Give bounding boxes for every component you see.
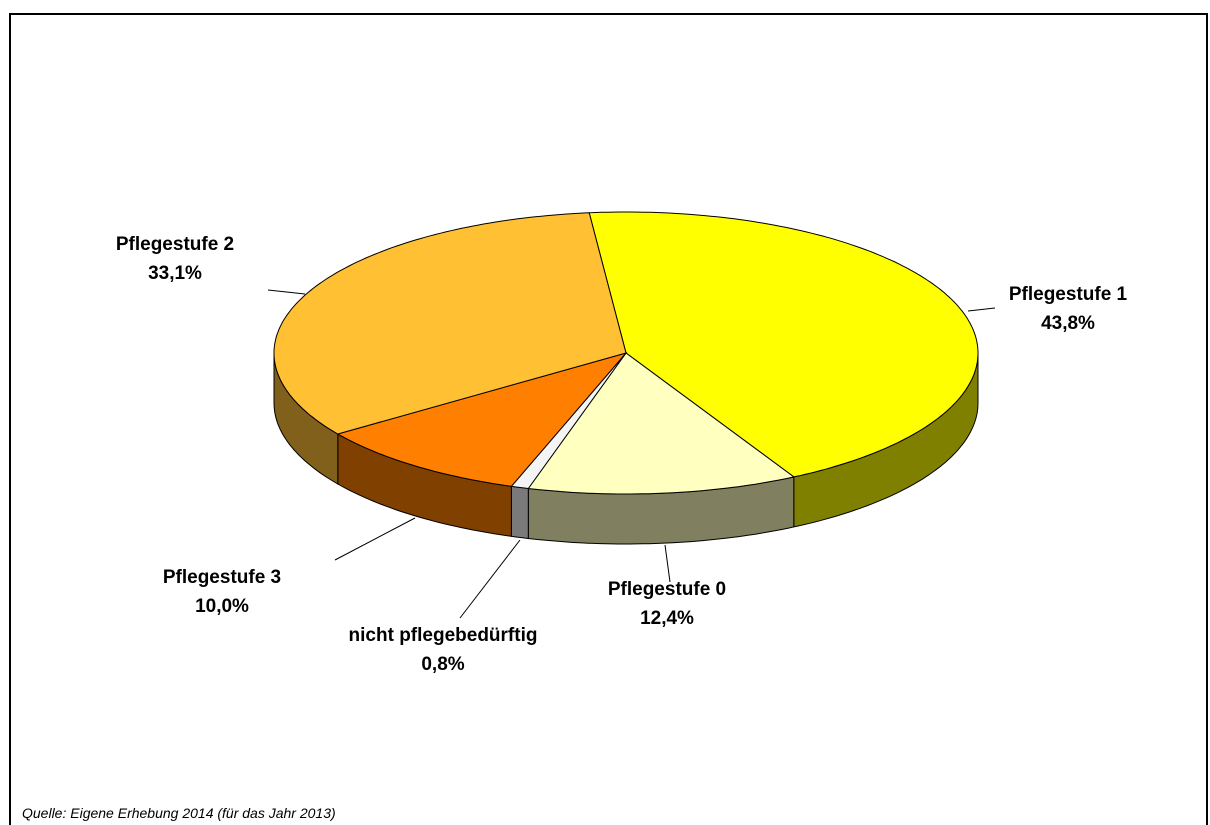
slice-value: 43,8% — [1041, 313, 1095, 334]
slice-label: Pflegestufe 1 — [1009, 284, 1128, 305]
pie-side — [510, 485, 529, 540]
leader-line — [459, 539, 521, 619]
leader-line — [664, 544, 671, 583]
leader-line — [334, 517, 416, 561]
slice-value: 0,8% — [421, 654, 464, 675]
leader-line — [267, 289, 306, 295]
slice-label: Pflegestufe 0 — [608, 579, 726, 600]
slice-value: 12,4% — [640, 608, 694, 629]
source: Quelle: Eigene Erhebung 2014 (für das Ja… — [22, 805, 336, 821]
leader-line — [967, 307, 996, 312]
pie-slice — [273, 212, 627, 435]
pie-slice — [527, 352, 795, 495]
slice-value: 10,0% — [195, 596, 249, 617]
pie-slice — [336, 352, 628, 487]
slice-label: nicht pflegebedürftig — [349, 625, 538, 646]
slice-label: Pflegestufe 3 — [163, 567, 281, 588]
pie-slice — [588, 211, 979, 478]
slice-label: Pflegestufe 2 — [116, 234, 234, 255]
slice-value: 33,1% — [148, 263, 202, 284]
